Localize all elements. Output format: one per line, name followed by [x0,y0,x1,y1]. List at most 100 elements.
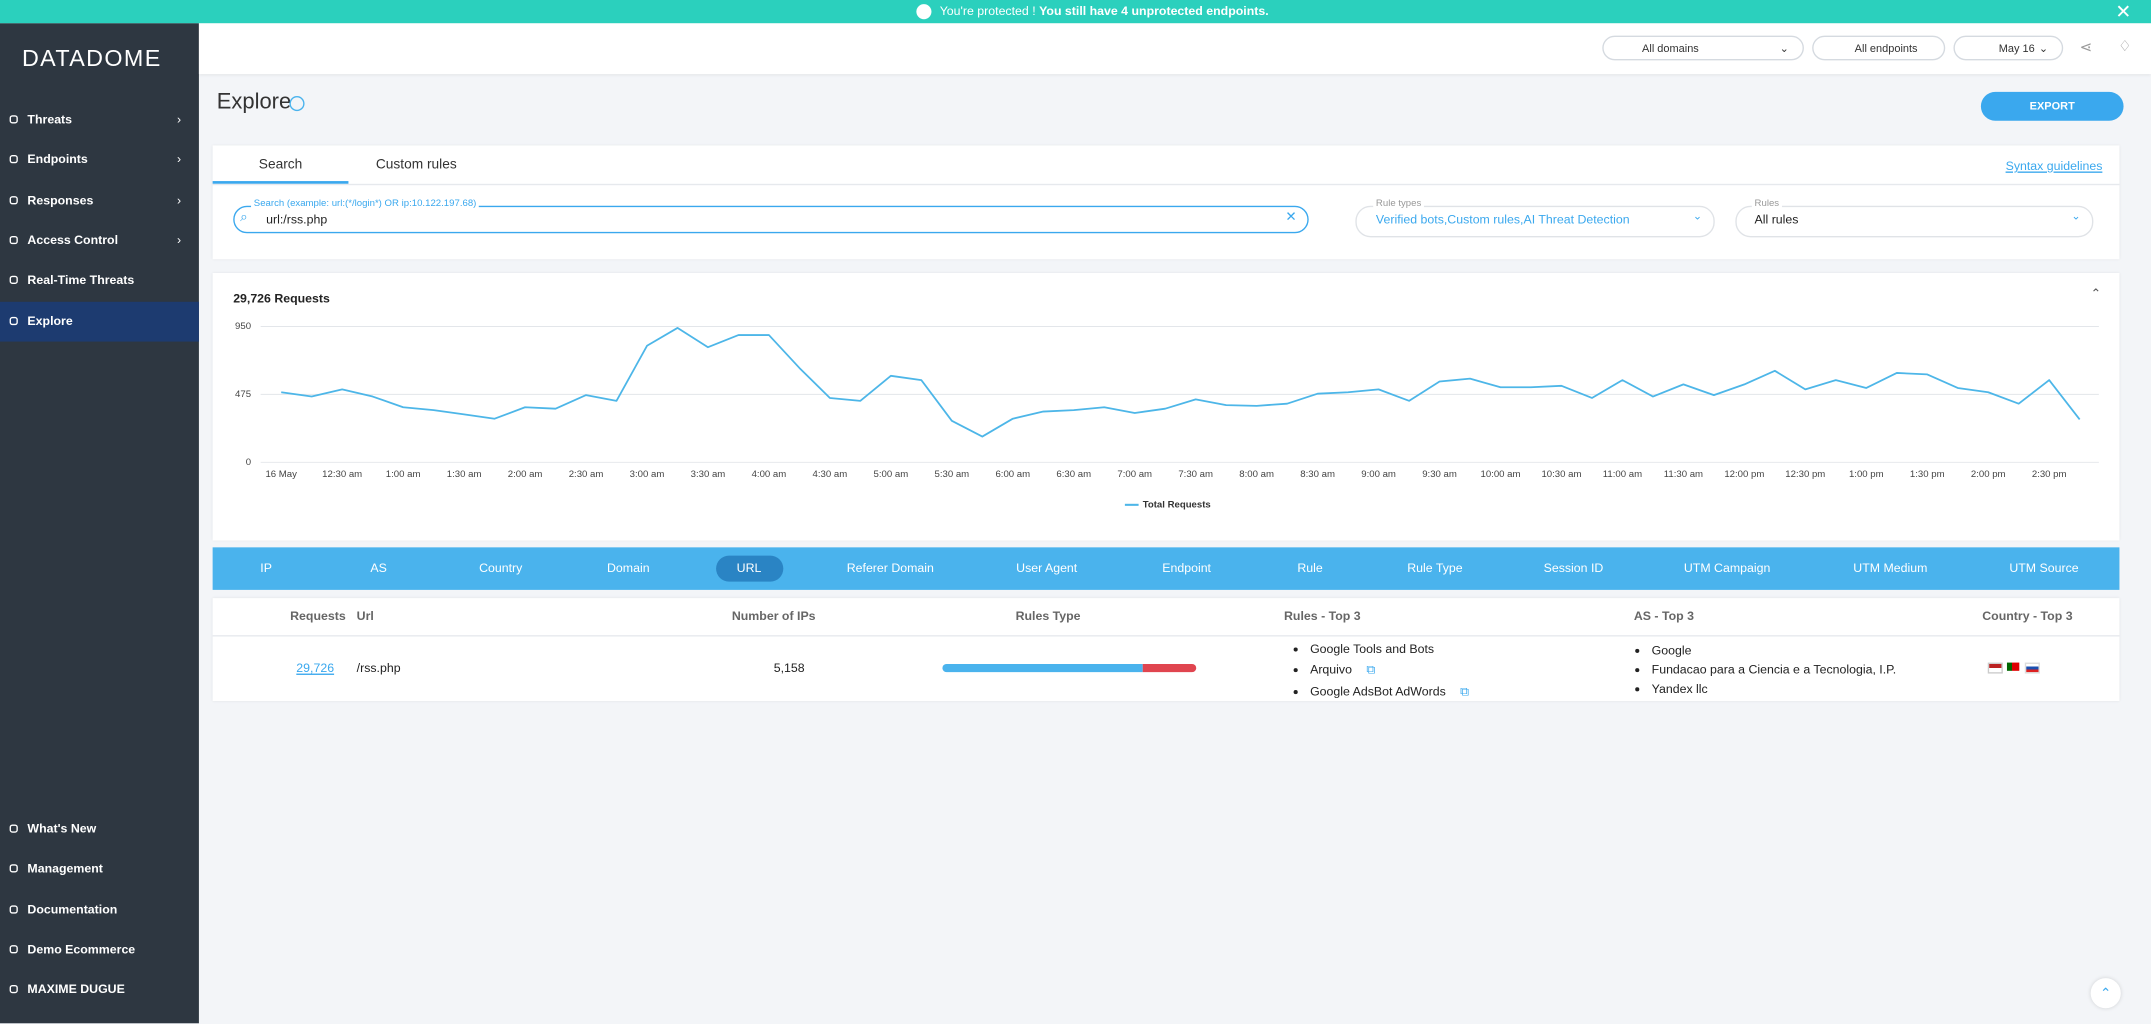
page-title: Explore [216,90,292,114]
x-tick-label: 1:30 pm [1910,469,1945,480]
rule-types-select[interactable] [1355,205,1715,238]
as-item: Yandex llc [1652,679,1897,698]
dimension-tab[interactable]: Session ID [1543,561,1604,575]
dimension-tab[interactable]: Rule [1297,561,1323,575]
export-label: EXPORT [2029,100,2075,113]
nav-item[interactable]: Demo Ecommerce [0,930,199,970]
nav-item[interactable]: MAXIME DUGUE [0,970,199,1010]
x-tick-label: 2:30 am [569,469,604,480]
dimension-tab[interactable]: IP [260,561,272,575]
dimension-tab[interactable]: Rule Type [1407,561,1463,575]
dimension-tab[interactable]: User Agent [1016,561,1078,575]
line-chart: 29,726 Requests ⌃ 0 475 950 16 May 12:30 am 1… [233,287,2101,511]
nav-item[interactable]: Threats › [0,100,199,140]
chevron: ⌄ [2071,209,2081,223]
x-tick-label: 7:30 am [1178,469,1213,480]
y-tick-label: 475 [235,389,251,400]
banner: You're protected ! You still have 4 unpr… [0,0,2151,24]
info-icon[interactable] [289,96,305,112]
nav-item[interactable]: What's New [0,809,199,849]
endpoints-select[interactable]: All endpoints [1812,35,1946,61]
x-tick-label: 1:30 am [447,469,482,480]
rule-types-value: Verified bots,Custom rules,AI Threat Det… [1375,212,1630,227]
x-tick-label: 12:00 pm [1724,469,1764,480]
table-header: Url [356,609,374,623]
table-header: Country - Top 3 [1982,609,2073,623]
as-item: Fundacao para a Ciencia e a Tecnologia, … [1652,660,1897,679]
nav-label: Management [27,861,103,876]
active-tab-pill [716,555,784,582]
x-tick-label: 5:00 am [874,469,909,480]
search-icon: ⌕ [240,209,248,225]
x-tick-label: 4:00 am [752,469,787,480]
flag-us [1987,662,2003,674]
nav-item[interactable]: Endpoints › [0,140,199,180]
chart-title: 29,726 Requests [233,291,330,305]
banner-bold: You still have 4 unprotected endpoints. [1039,4,1269,18]
flag-ru [2024,662,2040,674]
dimension-tab[interactable]: UTM Source [2009,561,2079,575]
x-tick-label: 5:30 am [934,469,969,480]
collapse-icon[interactable]: ⌃ [2091,287,2101,301]
dimension-tab[interactable]: Country [479,561,523,575]
nav-item[interactable]: Explore [0,301,199,342]
nav-item[interactable]: Management [0,849,199,889]
dimension-tab[interactable]: URL [736,561,762,575]
rules-select[interactable] [1735,205,2094,238]
dimension-tab[interactable]: Endpoint [1162,561,1211,575]
x-tick-label: 3:30 am [691,469,726,480]
series-line [281,327,2081,438]
nav-label: Explore [27,314,73,328]
domains-select[interactable]: All domains ⌄ [1602,35,1804,61]
clear-icon[interactable]: ✕ [1285,209,1297,225]
chevron: › [176,193,182,208]
scroll-top[interactable]: ⌃ [2090,978,2121,1009]
divider [212,183,2120,186]
chevron: ⌄ [1692,209,1703,223]
date-select[interactable]: May 16 ⌄ [1953,35,2064,61]
rule-item: Google Tools and Bots [1310,639,1469,658]
bell-icon[interactable]: ♢ [2118,38,2132,55]
requests-link[interactable]: 29,726 [296,661,335,675]
legend-label: Total Requests [1143,499,1211,510]
dimension-tab[interactable]: UTM Medium [1853,561,1928,575]
divider [212,635,2120,637]
search-tab[interactable]: Search [212,145,349,184]
nav-icon [9,905,18,914]
rule-name: Arquivo [1310,662,1352,677]
nav-icon [9,316,18,326]
search-field-label: Search (example: url:(*/login*) OR ip:10… [251,198,480,209]
rules-label: Rules [1751,198,1782,209]
share-icon[interactable]: ⋖ [2079,39,2093,57]
dimension-tab[interactable]: Domain [607,561,650,575]
nav-icon [9,984,18,994]
nav-label: Real-Time Threats [27,272,135,287]
chevron: › [176,112,182,127]
x-tick-label: 10:00 am [1480,469,1520,480]
table-header: Rules Type [1015,609,1081,623]
x-tick-label: 2:30 pm [2032,469,2067,480]
nav-label: What's New [27,821,97,836]
nav-item[interactable]: Responses › [0,181,199,221]
export-button[interactable]: EXPORT [1980,91,2124,121]
nav-icon [9,945,18,954]
search-field[interactable] [233,205,1309,234]
nav-item[interactable]: Access Control › [0,221,199,261]
sidebar: DATADOME Threats › Endpoints › Responses › Acc… [0,23,199,1024]
custom-rules-tab[interactable]: Custom rules [376,145,457,185]
domains-value: All domains [1642,42,1699,55]
dimension-tab[interactable]: UTM Campaign [1683,561,1771,575]
dimension-tab[interactable]: AS [370,561,387,575]
close-banner[interactable]: ✕ [2115,0,2132,22]
dimension-bar [212,547,2120,590]
nav-item[interactable]: Real-Time Threats [0,261,199,301]
x-tick-label: 1:00 am [386,469,421,480]
nav-item[interactable]: Documentation [0,890,199,930]
ips-cell: 5,158 [773,661,805,675]
rules-type-bar-red [1142,663,1197,673]
dimension-tab[interactable]: Referer Domain [846,561,934,575]
syntax-link[interactable]: Syntax guidelines [2005,159,2103,173]
results-table [212,598,2120,701]
